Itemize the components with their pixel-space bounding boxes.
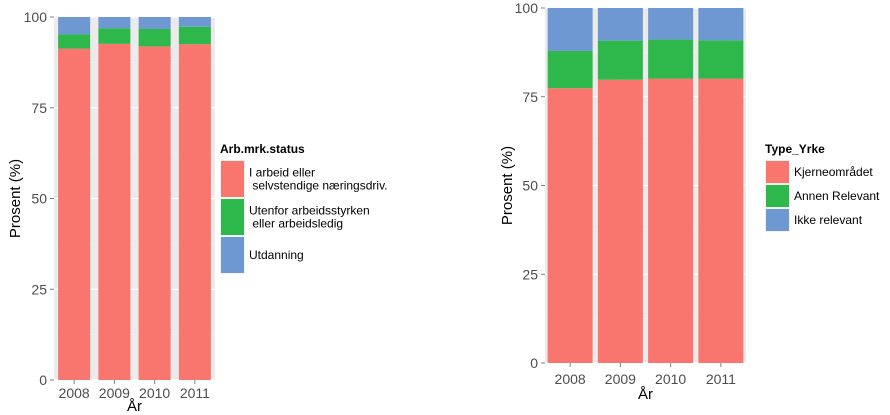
legend-label: Utenfor arbeidsstyrken: [249, 204, 370, 218]
bar-2009-series-3: [597, 8, 643, 41]
bar-2011-series-2: [698, 40, 744, 79]
legend-label: Utdanning: [249, 248, 304, 262]
legend-label: Annen Relevant: [794, 189, 880, 203]
y-tick-label: 25: [31, 281, 47, 297]
legend-title: Arb.mrk.status: [220, 142, 305, 156]
bar-2009-series-3: [98, 17, 131, 29]
legend-swatch: [221, 199, 244, 235]
chart-1: 0 25 50 75 100 2008 2009 2010 2011 År Prosent (%) A…: [7, 9, 388, 415]
y-tick-label: 50: [522, 178, 538, 194]
bar-2009-series-2: [98, 28, 131, 44]
bar-2008-series-2: [58, 34, 91, 49]
bar-2010-series-3: [648, 8, 694, 40]
y-tick-label: 75: [31, 100, 47, 116]
legend-label: eller arbeidsledig: [249, 217, 343, 231]
bar-2009-series-1: [98, 43, 131, 380]
y-tick-label: 75: [522, 89, 538, 105]
bar-2011-series-3: [698, 8, 744, 41]
bar-2010-series-1: [138, 46, 171, 380]
bar-2010-series-3: [138, 17, 171, 29]
x-tick-label: 2008: [555, 371, 586, 387]
x-tick-label: 2008: [59, 385, 90, 401]
bar-2008-series-3: [58, 17, 91, 35]
bar-2008-series-2: [547, 50, 593, 89]
y-tick-label: 25: [522, 266, 538, 282]
legend-swatch: [766, 185, 789, 207]
y-tick-label: 50: [31, 191, 47, 207]
bar-2008-series-1: [58, 48, 91, 381]
y-tick-label: 100: [515, 0, 539, 16]
x-tick-label: 2011: [706, 371, 736, 387]
x-tick-label: 2011: [180, 385, 210, 401]
bar-2011-series-3: [178, 17, 211, 27]
y-tick-label: 0: [530, 355, 538, 371]
bar-2010-series-2: [648, 39, 694, 79]
bar-2009-series-2: [597, 40, 643, 80]
legend-swatch: [221, 161, 244, 197]
bar-2011-series-2: [178, 26, 211, 45]
legend: Arb.mrk.status I arbeid eller selvstendig…: [220, 142, 388, 274]
x-axis-title: År: [127, 398, 142, 415]
y-tick-label: 0: [39, 372, 47, 388]
legend: Type_Yrke Kjerneområdet Annen Relevant Ikke…: [765, 142, 880, 232]
y-axis-title: Prosent (%): [7, 159, 24, 238]
bar-2010-series-2: [138, 28, 171, 47]
x-tick-label: 2010: [139, 385, 170, 401]
x-tick-label: 2009: [605, 371, 636, 387]
legend-label: I arbeid eller: [249, 166, 315, 180]
chart-2: 0 25 50 75 100 2008 2009 2010 2011 År Prosent (%) T…: [499, 0, 880, 403]
bar-2011-series-1: [178, 44, 211, 380]
bar-2010-series-1: [648, 78, 694, 364]
bar-2011-series-1: [698, 78, 744, 364]
legend-label: Kjerneområdet: [794, 165, 873, 179]
legend-label: Ikke relevant: [794, 213, 863, 227]
legend-label: selvstendige næringsdriv.: [249, 179, 388, 193]
legend-title: Type_Yrke: [765, 142, 825, 156]
y-tick-label: 100: [24, 9, 48, 25]
y-axis-title: Prosent (%): [499, 146, 516, 225]
bar-2008-series-3: [547, 8, 593, 51]
bar-2008-series-1: [547, 88, 593, 363]
legend-swatch: [766, 161, 789, 183]
x-tick-label: 2009: [99, 385, 130, 401]
legend-swatch: [766, 209, 789, 231]
x-axis-title: År: [638, 386, 653, 403]
x-tick-label: 2010: [655, 371, 686, 387]
legend-swatch: [221, 237, 244, 273]
bar-2009-series-1: [597, 79, 643, 364]
